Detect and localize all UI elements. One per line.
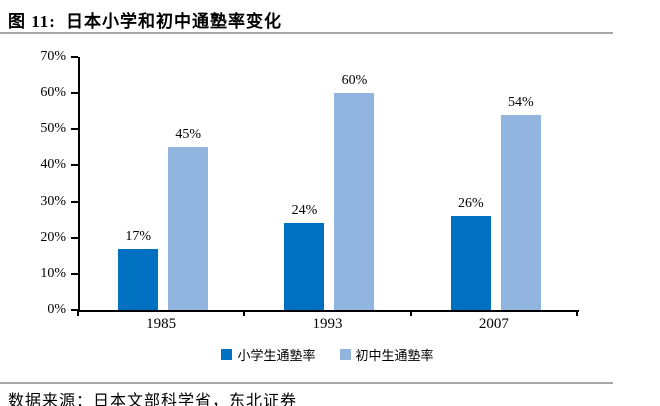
x-category-label: 1993 [312, 316, 343, 332]
bar: 45% [168, 127, 209, 310]
bar-value-label: 45% [175, 127, 201, 143]
legend-swatch-secondary-icon [339, 349, 351, 360]
y-tick-mark [71, 128, 78, 131]
y-tick-label: 50% [40, 121, 66, 137]
y-tick-mark [71, 236, 78, 239]
legend-item-secondary: 初中生通塾率 [339, 345, 434, 364]
y-tick-mark [71, 309, 78, 311]
bar-group-2007: 26% 54% [413, 57, 579, 310]
y-tick-mark [71, 56, 78, 58]
y-tick-label: 60% [40, 85, 66, 101]
bar-value-label: 54% [507, 94, 534, 110]
bar-value-label: 60% [341, 73, 368, 89]
legend-label-primary: 小学生通塾率 [237, 348, 316, 363]
plot-area: 17% 45% 24% 60% 26% 54% [78, 57, 579, 312]
footer-divider [0, 382, 613, 384]
x-tick-mark [243, 310, 246, 316]
bar-value-label: 17% [125, 228, 151, 244]
legend-item-primary: 小学生通塾率 [221, 345, 316, 364]
title-divider [0, 32, 613, 34]
y-tick-label: 30% [40, 193, 66, 209]
bar: 60% [334, 73, 375, 310]
y-tick-mark [71, 272, 78, 275]
y-tick-mark [71, 200, 78, 203]
x-tick-mark [409, 310, 412, 316]
bar: 54% [500, 95, 541, 310]
data-source: 数据来源：日本文部科学省，东北证券 [8, 393, 298, 406]
bar-value-label: 24% [291, 203, 318, 219]
y-tick-label: 20% [40, 229, 66, 245]
y-tick-mark [71, 92, 78, 95]
y-tick-label: 10% [40, 265, 66, 281]
y-tick-label: 0% [47, 302, 66, 317]
bar: 17% [118, 229, 159, 310]
y-tick-label: 70% [40, 49, 66, 64]
x-category-label: 2007 [478, 316, 509, 332]
bar-group-1985: 17% 45% [80, 57, 246, 310]
bar-value-label: 26% [457, 196, 484, 212]
x-tick-mark [576, 310, 578, 316]
bar: 26% [450, 196, 491, 310]
legend-label-secondary: 初中生通塾率 [355, 348, 434, 363]
x-category-label: 1985 [146, 316, 177, 332]
y-tick-label: 40% [40, 157, 66, 173]
bar: 24% [284, 203, 325, 310]
y-tick-mark [71, 164, 78, 167]
x-tick-mark [77, 310, 79, 316]
figure-title: 图 11: 日本小学和初中通塾率变化 [8, 7, 282, 32]
legend: 小学生通塾率 初中生通塾率 [78, 345, 577, 364]
bar-group-1993: 24% 60% [246, 57, 412, 310]
page-title: 日本小学和初中通塾率变化 [65, 12, 282, 31]
legend-swatch-primary-icon [221, 349, 233, 360]
figure-number: 图 11: [8, 12, 56, 31]
